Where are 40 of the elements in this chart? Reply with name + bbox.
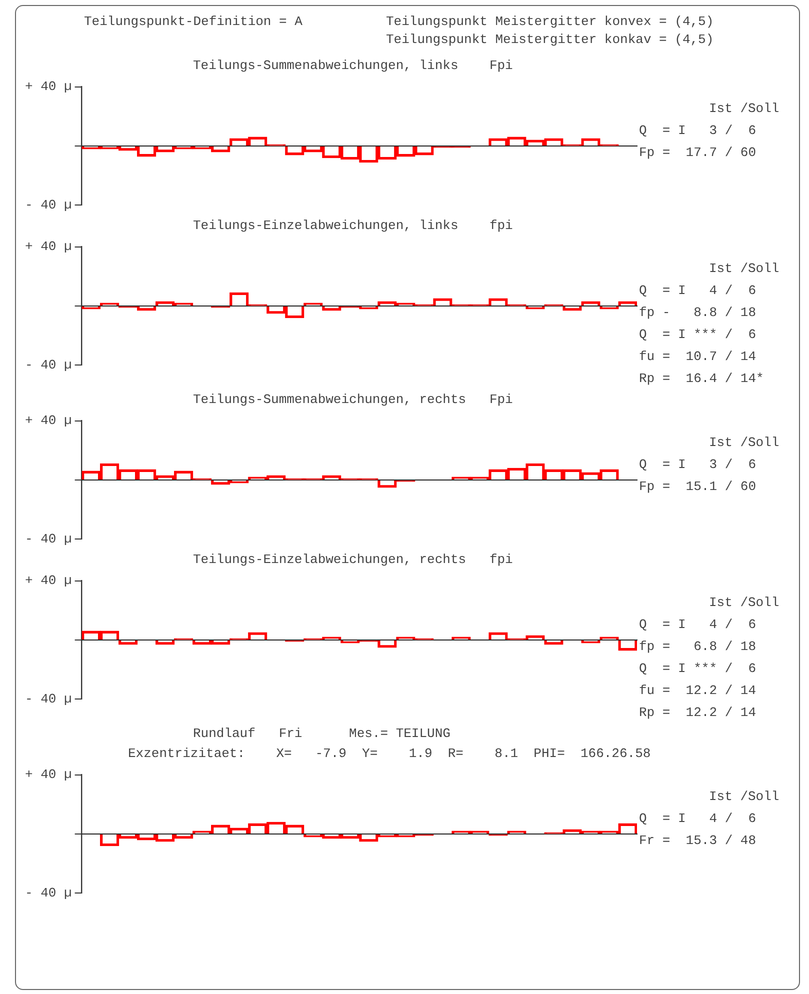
y-tick-label: - 40 µ [24,198,72,213]
text: fp - 8.8 / 18 [639,304,758,322]
text: Q = I *** / 6 [639,660,758,678]
text: Q = I *** / 6 [639,326,758,344]
text: Fp = 17.7 / 60 [639,144,758,162]
text: fu = 10.7 / 14 [639,348,758,366]
text: Ist /Soll [708,260,780,278]
chart-title: Teilungs-Einzelabweichungen, links fpi [192,217,514,235]
text: fu = 12.2 / 14 [639,682,758,700]
text: Q = I 4 / 6 [639,616,758,634]
text: Q = I 3 / 6 [639,122,758,140]
text: Q = I 4 / 6 [639,810,758,828]
text: Fr = 15.3 / 48 [639,832,758,850]
y-tick-label: - 40 µ [24,532,72,547]
text: Teilungspunkt Meistergitter konvex = (4,5) [386,14,714,29]
text: Fp = 15.1 / 60 [639,478,758,496]
text: fp = 6.8 / 18 [639,638,758,656]
text: Teilungspunkt-Definition = A [84,14,302,29]
chart-title: Teilungs-Summenabweichungen, rechts Fpi [192,391,514,409]
y-tick-label: - 40 µ [24,692,72,707]
y-tick-label: + 40 µ [24,413,72,428]
text: Teilungspunkt Meistergitter konkav = (4,5) [386,32,714,47]
chart-title: Teilungs-Einzelabweichungen, rechts fpi [192,551,514,569]
text: Ist /Soll [708,434,780,452]
y-tick-label: - 40 µ [24,358,72,373]
text: Ist /Soll [708,788,780,806]
text: Rp = 16.4 / 14* [639,370,765,388]
y-tick-label: - 40 µ [24,886,72,901]
chart-subtitle: Exzentrizitaet: X= -7.9 Y= 1.9 R= 8.1 PHI= 166.26.58 [127,745,652,763]
chart-title: Teilungs-Summenabweichungen, links Fpi [192,57,514,75]
text: Q = I 3 / 6 [639,456,758,474]
y-tick-label: + 40 µ [24,79,72,94]
text: Ist /Soll [708,594,780,612]
y-tick-label: + 40 µ [24,573,72,588]
y-tick-label: + 40 µ [24,239,72,254]
chart-title: Rundlauf Fri Mes.= TEILUNG [192,725,452,743]
text: Q = I 4 / 6 [639,282,758,300]
text: Rp = 12.2 / 14 [639,704,758,722]
text: Ist /Soll [708,100,780,118]
y-tick-label: + 40 µ [24,767,72,782]
